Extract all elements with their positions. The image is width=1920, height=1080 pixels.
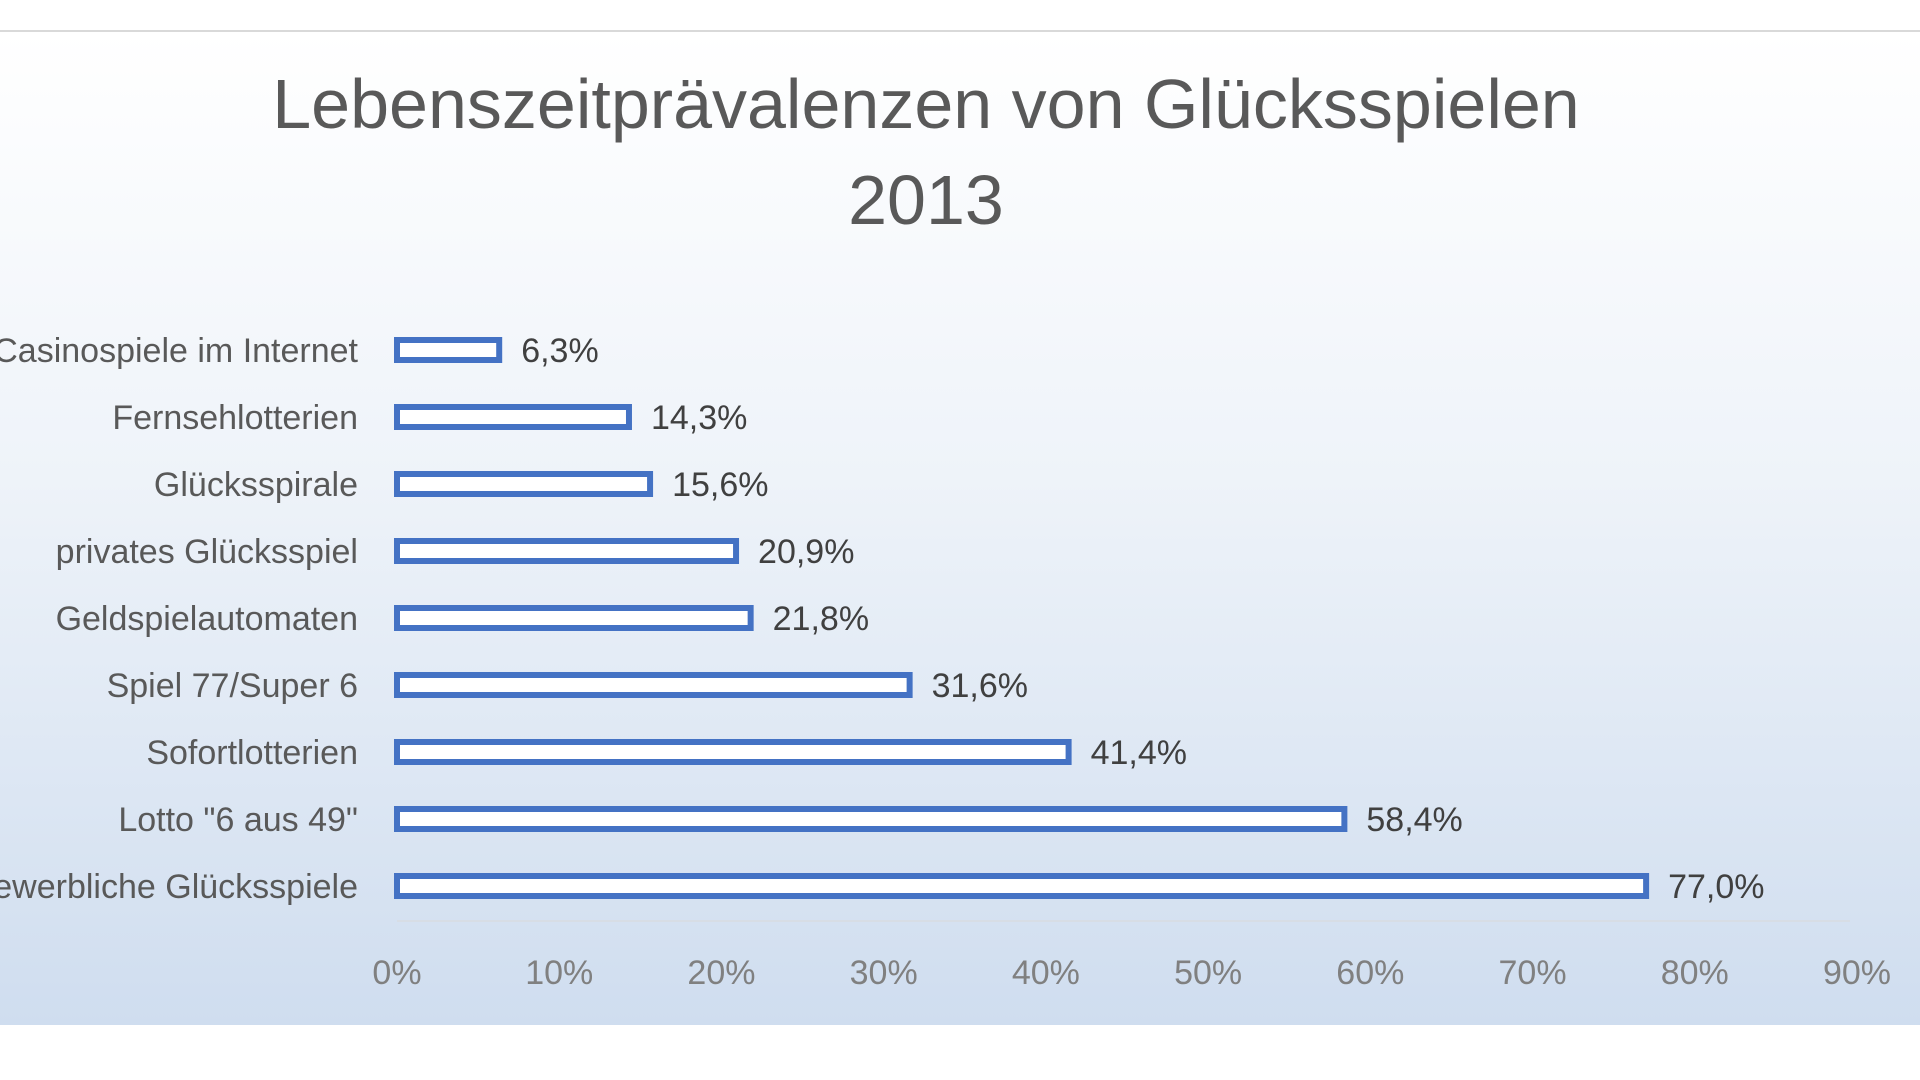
x-tick-label: 10%: [525, 954, 593, 992]
category-labels: Casinospiele im Internet Fernsehlotterien…: [0, 332, 359, 906]
x-tick-label: 50%: [1174, 954, 1242, 992]
bar: [394, 739, 1072, 765]
chart-title-line-2: 2013: [848, 161, 1004, 239]
data-label: 31,6%: [932, 667, 1028, 705]
top-border-line: [0, 30, 1920, 32]
data-label: 77,0%: [1668, 868, 1764, 906]
x-tick-label: 80%: [1661, 954, 1729, 992]
data-label: 41,4%: [1091, 734, 1187, 772]
chart-title: Lebenszeitprävalenzen von Glücksspielen …: [272, 65, 1579, 239]
category-label: Sofortlotterien: [146, 734, 358, 772]
value-labels: 6,3% 14,3% 15,6% 20,9% 21,8% 31,6% 41,4% 58,4% 7…: [521, 332, 1764, 906]
bar: [394, 806, 1348, 832]
category-label: Glücksspirale: [154, 466, 358, 504]
category-label: Spiel 77/Super 6: [107, 667, 358, 705]
data-label: 6,3%: [521, 332, 599, 370]
category-label: privates Glücksspiel: [56, 533, 358, 571]
x-tick-label: 40%: [1012, 954, 1080, 992]
category-label: gewerbliche Glücksspiele: [0, 868, 358, 906]
x-tick-label: 70%: [1499, 954, 1567, 992]
data-label: 14,3%: [651, 399, 747, 437]
bar: [394, 605, 754, 631]
bar: [394, 538, 740, 564]
bar: [394, 337, 503, 363]
x-tick-label: 0%: [372, 954, 421, 992]
bar: [394, 672, 913, 698]
data-label: 20,9%: [758, 533, 854, 571]
bars: [394, 337, 1650, 899]
x-tick-label: 30%: [850, 954, 918, 992]
data-label: 21,8%: [773, 600, 869, 638]
category-label: Fernsehlotterien: [112, 399, 358, 437]
data-label: 58,4%: [1366, 801, 1462, 839]
data-label: 15,6%: [672, 466, 768, 504]
category-label: Casinospiele im Internet: [0, 332, 359, 370]
bar: [394, 873, 1650, 899]
category-label: Geldspielautomaten: [56, 600, 358, 638]
category-label: Lotto "6 aus 49": [118, 801, 358, 839]
chart-title-line-1: Lebenszeitprävalenzen von Glücksspielen: [272, 65, 1579, 143]
bar: [394, 471, 654, 497]
x-tick-label: 60%: [1336, 954, 1404, 992]
x-tick-label: 20%: [687, 954, 755, 992]
x-tick-label: 90%: [1823, 954, 1891, 992]
bar: [394, 404, 632, 430]
x-axis: 0% 10% 20% 30% 40% 50% 60% 70% 80% 90%: [372, 920, 1891, 992]
chart-background: [0, 32, 1920, 1025]
